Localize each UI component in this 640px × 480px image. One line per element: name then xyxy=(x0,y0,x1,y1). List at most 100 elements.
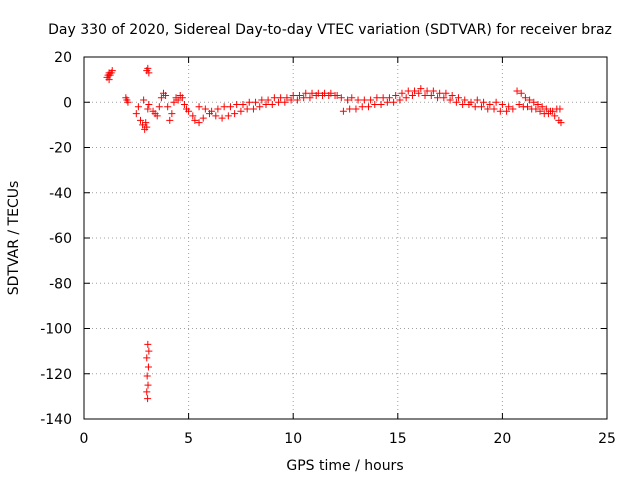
data-point xyxy=(185,107,193,115)
data-point xyxy=(144,381,152,389)
y-tick-label: 20 xyxy=(54,50,72,66)
data-point xyxy=(337,94,345,102)
data-point xyxy=(218,114,226,122)
data-point xyxy=(461,96,469,104)
data-point xyxy=(446,96,454,104)
data-point xyxy=(132,110,140,118)
data-point xyxy=(373,94,381,102)
data-point xyxy=(155,103,163,111)
data-point xyxy=(371,101,379,109)
data-point xyxy=(168,110,176,118)
data-point xyxy=(524,103,532,111)
data-point xyxy=(392,91,400,99)
data-point xyxy=(557,119,565,127)
data-point xyxy=(178,94,186,102)
data-point xyxy=(300,94,308,102)
data-point xyxy=(212,112,220,120)
data-point xyxy=(473,96,481,104)
data-point xyxy=(275,98,283,106)
data-point xyxy=(136,116,144,124)
data-point xyxy=(239,101,247,109)
data-point xyxy=(252,98,260,106)
data-point xyxy=(415,89,423,97)
data-point xyxy=(377,101,385,109)
data-point xyxy=(134,103,142,111)
data-point xyxy=(144,64,152,72)
data-point xyxy=(367,96,375,104)
data-point xyxy=(258,96,266,104)
data-point xyxy=(404,87,412,95)
x-tick-label: 10 xyxy=(284,431,302,447)
data-point xyxy=(530,98,538,106)
data-point xyxy=(498,101,506,109)
data-point xyxy=(348,94,356,102)
data-point xyxy=(306,94,314,102)
data-point xyxy=(390,98,398,106)
data-point xyxy=(191,116,199,124)
y-tick-label: -80 xyxy=(49,276,72,292)
data-point xyxy=(521,94,529,102)
data-point xyxy=(505,103,513,111)
x-axis-label: GPS time / hours xyxy=(286,458,403,474)
data-point xyxy=(477,103,485,111)
y-tick-label: -100 xyxy=(40,322,72,338)
data-points xyxy=(103,64,565,403)
data-point xyxy=(162,91,170,99)
data-point xyxy=(283,94,291,102)
data-point xyxy=(124,98,132,106)
data-point xyxy=(496,107,504,115)
x-tick-label: 20 xyxy=(493,431,511,447)
data-point xyxy=(490,105,498,113)
data-point xyxy=(143,354,151,362)
data-point xyxy=(339,107,347,115)
x-tick-label: 15 xyxy=(389,431,407,447)
data-point xyxy=(201,105,209,113)
data-point xyxy=(442,89,450,97)
y-tick-label: -140 xyxy=(40,412,72,428)
data-point xyxy=(220,103,228,111)
data-point xyxy=(517,89,525,97)
data-point xyxy=(174,96,182,104)
data-point xyxy=(354,96,362,104)
data-point xyxy=(224,112,232,120)
data-point xyxy=(352,105,360,113)
data-point xyxy=(287,96,295,104)
data-point xyxy=(189,112,197,120)
data-point xyxy=(434,94,442,102)
data-point xyxy=(199,114,207,122)
data-point xyxy=(140,96,148,104)
data-point xyxy=(145,101,153,109)
data-point xyxy=(144,105,152,113)
data-point xyxy=(153,112,161,120)
data-point xyxy=(484,105,492,113)
data-point xyxy=(440,94,448,102)
data-point xyxy=(180,101,188,109)
data-point xyxy=(302,89,310,97)
y-tick-label: 0 xyxy=(63,95,72,111)
data-point xyxy=(143,123,151,131)
data-point xyxy=(195,119,203,127)
data-point xyxy=(346,105,354,113)
data-point xyxy=(358,103,366,111)
data-point xyxy=(532,105,540,113)
data-point xyxy=(448,91,456,99)
data-point xyxy=(551,112,559,120)
data-point xyxy=(542,105,550,113)
data-point xyxy=(195,103,203,111)
data-point xyxy=(105,76,113,84)
y-axis-label: SDTVAR / TECUs xyxy=(6,181,22,296)
data-point xyxy=(145,347,153,355)
data-point xyxy=(262,101,270,109)
axis-ticks: 0 5 10 15 20 25 -140 -120 -100 -80 -60 -40 -20 0 20 xyxy=(40,50,616,447)
data-point xyxy=(411,87,419,95)
y-tick-label: -20 xyxy=(49,141,72,157)
data-point xyxy=(143,388,151,396)
data-point xyxy=(344,96,352,104)
data-point xyxy=(536,107,544,115)
data-point xyxy=(264,96,272,104)
data-point xyxy=(157,94,165,102)
data-point xyxy=(526,96,534,104)
data-point xyxy=(534,101,542,109)
data-point xyxy=(423,87,431,95)
